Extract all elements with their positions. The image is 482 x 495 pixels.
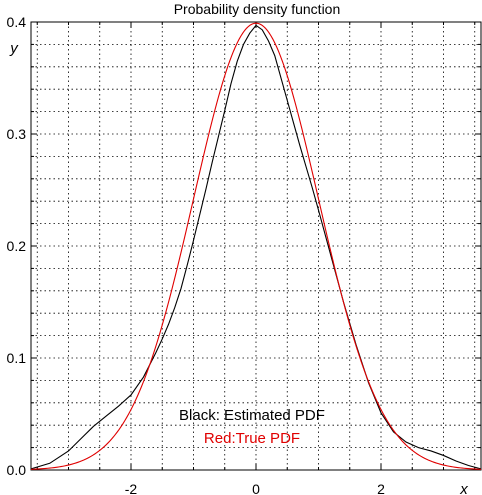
- chart-title: Probability density function: [174, 1, 341, 17]
- y-tick-label: 0.4: [7, 14, 27, 30]
- x-tick-label: 2: [377, 481, 385, 495]
- x-tick-label: -2: [125, 481, 138, 495]
- y-tick-label: 0.2: [7, 238, 27, 254]
- tick-labels: -2 0 2 0.0 0.1 0.2 0.3 0.4: [7, 14, 386, 495]
- estimated-pdf-line: [30, 24, 482, 470]
- annotation-true: Red:True PDF: [204, 430, 300, 447]
- true-pdf-line: [30, 22, 482, 470]
- x-axis-label: x: [459, 481, 468, 495]
- y-tick-label: 0.3: [7, 126, 27, 142]
- series-lines: [30, 22, 482, 470]
- y-tick-label: 0.0: [7, 462, 27, 478]
- y-axis-label: y: [9, 40, 19, 57]
- annotation-estimated: Black: Estimated PDF: [179, 407, 325, 424]
- x-tick-label: 0: [252, 481, 260, 495]
- plot-frame: [30, 21, 482, 471]
- grid: [31, 22, 481, 470]
- y-tick-label: 0.1: [7, 350, 27, 366]
